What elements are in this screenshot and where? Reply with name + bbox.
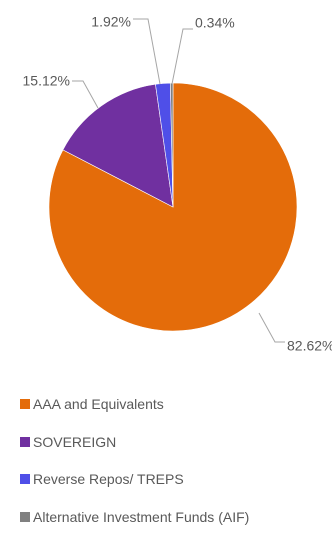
leader-line-4 [171, 28, 193, 85]
legend-swatch-3 [20, 474, 30, 484]
pie-chart: 82.62% 15.12% 1.92% 0.34% [23, 14, 332, 354]
data-label-2: 15.12% [23, 73, 70, 89]
pie-slices [48, 82, 298, 332]
leader-line-1 [258, 312, 285, 343]
legend-item-1: AAA and Equivalents [20, 394, 249, 414]
legend-label-1: AAA and Equivalents [33, 396, 164, 412]
leader-line-2 [72, 80, 99, 109]
legend-item-4: Alternative Investment Funds (AIF) [20, 507, 249, 527]
legend-label-4: Alternative Investment Funds (AIF) [33, 508, 250, 525]
legend-label-3: Reverse Repos/ TREPS [33, 471, 184, 487]
pie-slice-4 [170, 82, 174, 208]
data-label-1: 82.62% [287, 338, 332, 354]
data-label-3: 1.92% [91, 14, 131, 30]
legend-item-2: SOVEREIGN [20, 432, 249, 452]
legend: AAA and Equivalents SOVEREIGN Reverse Repo… [20, 394, 249, 544]
legend-swatch-4 [20, 511, 30, 522]
leader-lines [72, 18, 285, 343]
legend-swatch-1 [20, 399, 30, 409]
legend-item-3: Reverse Repos/ TREPS [20, 469, 249, 489]
data-labels: 82.62% 15.12% 1.92% 0.34% [23, 14, 332, 354]
legend-swatch-2 [20, 436, 30, 447]
data-label-4: 0.34% [195, 15, 235, 31]
legend-label-2: SOVEREIGN [33, 433, 117, 450]
leader-line-3 [133, 18, 161, 85]
pie-slice-2 [62, 83, 174, 208]
